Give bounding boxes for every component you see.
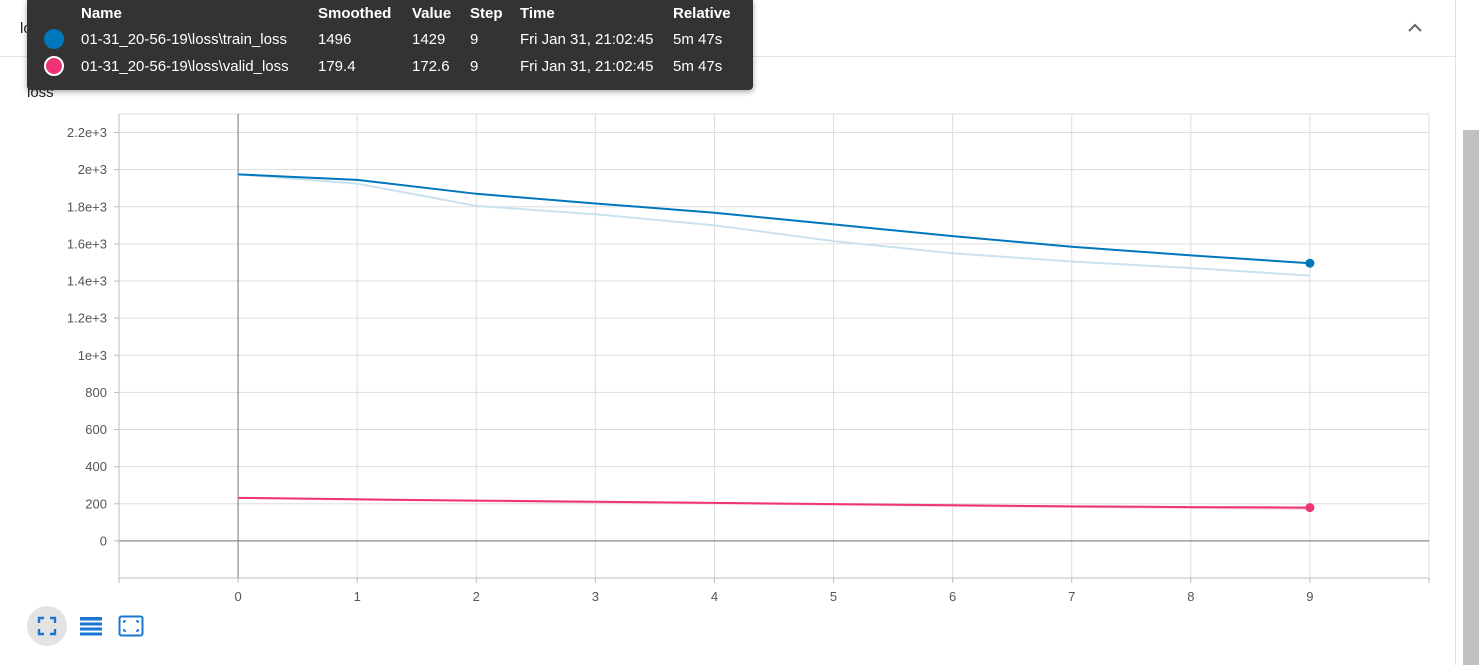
series-raw-line-0 — [238, 173, 1310, 277]
series-hover-point-0 — [1305, 258, 1315, 268]
tooltip-header-step: Step — [470, 5, 503, 22]
y-tick-label: 800 — [85, 385, 107, 400]
x-tick-label: 5 — [830, 589, 837, 604]
tooltip-row-name: 01-31_20-56-19\loss\train_loss — [81, 31, 287, 48]
x-tick-label: 6 — [949, 589, 956, 604]
tooltip-row-smoothed: 1496 — [318, 31, 352, 48]
series-hover-point-1 — [1305, 503, 1315, 513]
tooltip-row-relative: 5m 47s — [673, 31, 723, 48]
tooltip-header-name: Name — [81, 5, 122, 22]
fullscreen-button[interactable] — [27, 606, 67, 646]
y-tick-label: 1e+3 — [78, 348, 107, 363]
series-smoothed-line-1 — [238, 496, 1310, 509]
x-tick-label: 4 — [711, 589, 718, 604]
tooltip-series-swatch-valid — [44, 56, 64, 76]
tooltip-row-value: 1429 — [412, 31, 446, 48]
x-tick-label: 8 — [1187, 589, 1194, 604]
tooltip-header-value: Value — [412, 5, 452, 22]
data-table-icon — [80, 617, 102, 636]
scrollbar[interactable] — [1463, 130, 1479, 665]
chart-tooltip: Name Smoothed Value Step Time Relative 0… — [27, 0, 753, 90]
x-tick-label: 7 — [1068, 589, 1075, 604]
x-tick-label: 2 — [473, 589, 480, 604]
y-tick-label: 2e+3 — [78, 162, 107, 177]
tooltip-header-time: Time — [520, 5, 555, 22]
x-tick-label: 3 — [592, 589, 599, 604]
chevron-up-icon — [1408, 23, 1422, 32]
tooltip-row-step: 9 — [470, 31, 479, 48]
loss-chart[interactable]: 0 200 400 600 800 1e+3 1.2e+3 1.4e+3 1.6e+3 1.8e+… — [0, 0, 1455, 610]
tooltip-row-time: Fri Jan 31, 21:02:45 — [520, 58, 654, 75]
y-tick-label: 1.4e+3 — [67, 274, 107, 289]
tooltip-row-value: 172.6 — [412, 58, 450, 75]
y-tick-label: 400 — [85, 459, 107, 474]
fit-domain-button[interactable] — [115, 606, 147, 646]
tooltip-row-name: 01-31_20-56-19\loss\valid_loss — [81, 58, 289, 75]
tooltip-header-relative: Relative — [673, 5, 731, 22]
y-tick-label: 600 — [85, 422, 107, 437]
collapse-button[interactable] — [1399, 12, 1431, 44]
y-tick-label: 1.6e+3 — [67, 236, 107, 251]
data-table-button[interactable] — [75, 606, 107, 646]
tooltip-row-time: Fri Jan 31, 21:02:45 — [520, 31, 654, 48]
y-tick-label: 0 — [100, 533, 107, 548]
fullscreen-icon — [37, 616, 57, 636]
y-tick-label: 1.8e+3 — [67, 199, 107, 214]
x-tick-label: 1 — [354, 589, 361, 604]
x-tick-label: 0 — [234, 589, 241, 604]
tooltip-row-relative: 5m 47s — [673, 58, 723, 75]
y-tick-label: 2.2e+3 — [67, 125, 107, 140]
tooltip-header-smoothed: Smoothed — [318, 5, 392, 22]
x-tick-label: 9 — [1306, 589, 1313, 604]
fit-domain-icon — [118, 615, 144, 637]
tooltip-row-step: 9 — [470, 58, 479, 75]
series-smoothed-line-0 — [238, 173, 1310, 265]
y-tick-label: 200 — [85, 496, 107, 511]
chart-toolbar — [27, 606, 147, 646]
tooltip-row-smoothed: 179.4 — [318, 58, 356, 75]
y-tick-label: 1.2e+3 — [67, 311, 107, 326]
tooltip-series-swatch-train — [44, 29, 64, 49]
